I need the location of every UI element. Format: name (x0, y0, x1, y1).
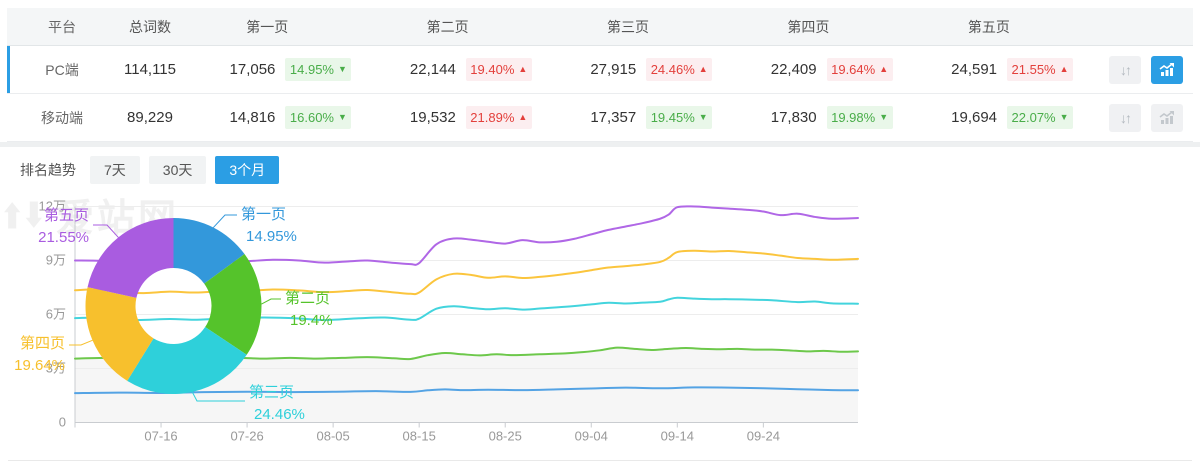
y-tick-label: 6万 (46, 307, 66, 322)
donut-label-name: 第一页 (241, 205, 286, 223)
sort-arrows-icon: ↓↑ (1120, 109, 1132, 126)
page4-change-badge: 19.98% ▼ (826, 106, 893, 129)
table-row-mobile[interactable]: 移动端 89,229 14,816 16.60% ▼ 19,532 21.89% ▲ 1… (7, 94, 1193, 142)
sort-compare-button[interactable]: ↓↑ (1109, 103, 1142, 132)
page5-count: 19,694 (951, 109, 998, 126)
donut-leader-line (93, 224, 119, 238)
y-tick-label: 12万 (39, 199, 66, 214)
donut-leader-line (69, 339, 93, 346)
page4-change-badge: 19.64% ▲ (826, 58, 893, 81)
trend-chart-button[interactable] (1151, 55, 1184, 84)
x-tick-label: 07-16 (144, 429, 177, 444)
page3-count: 17,357 (590, 109, 637, 126)
donut-label-percent: 19.4% (290, 312, 333, 329)
area-fill-green-line (75, 347, 858, 423)
page1-count: 17,056 (229, 61, 276, 78)
keyword-rank-table: 平台 总词数 第一页 第二页 第三页 第四页 第五页 PC端 114,115 1… (7, 8, 1193, 142)
donut-slice-2 (204, 254, 262, 355)
page3-change-badge: 19.45% ▼ (646, 106, 713, 129)
section-divider (0, 142, 1200, 147)
page4-count: 17,830 (770, 109, 817, 126)
sort-compare-button[interactable]: ↓↑ (1109, 55, 1142, 84)
chart-icon (1159, 110, 1175, 124)
sort-arrows-icon: ↓↑ (1120, 61, 1132, 78)
tab-30-days[interactable]: 30天 (148, 156, 207, 184)
trend-chart-button[interactable] (1151, 103, 1184, 132)
y-tick-label: 0 (59, 415, 66, 430)
donut-leader-line (191, 391, 245, 402)
page5-change-badge: 22.07% ▼ (1007, 106, 1074, 129)
donut-slice-5 (87, 218, 174, 298)
page2-count: 22,144 (409, 61, 456, 78)
table-header: 平台 总词数 第一页 第二页 第三页 第四页 第五页 (7, 8, 1193, 46)
line-series-cyan-line (74, 296, 859, 322)
col-header-total-words: 总词数 (129, 18, 171, 35)
trend-section-title: 排名趋势 (20, 162, 76, 178)
donut-label-percent: 14.95% (246, 228, 297, 245)
x-tick-label: 08-25 (489, 429, 522, 444)
donut-slice-4 (85, 287, 154, 381)
page3-count: 27,915 (590, 61, 637, 78)
col-header-page5: 第五页 (967, 18, 1010, 35)
page1-change-badge: 14.95% ▼ (285, 58, 352, 81)
page2-change-badge: 19.40% ▲ (465, 58, 532, 81)
donut-slice-1 (173, 218, 245, 284)
donut-leader-line (261, 298, 281, 305)
platform-label: PC端 (45, 61, 79, 78)
page4-count: 22,409 (770, 61, 817, 78)
page1-change-badge: 16.60% ▼ (285, 106, 352, 129)
donut-label-percent: 19.64% (14, 357, 65, 374)
donut-label-name: 第二页 (285, 289, 330, 307)
x-tick-label: 07-26 (230, 429, 263, 444)
col-header-page3: 第三页 (607, 18, 650, 35)
col-header-platform: 平台 (48, 18, 76, 35)
table-row-pc[interactable]: PC端 114,115 17,056 14.95% ▼ 22,144 19.40% ▲ … (7, 46, 1193, 94)
page1-count: 14,816 (229, 109, 276, 126)
page5-count: 24,591 (951, 61, 998, 78)
donut-label-name: 第五页 (44, 206, 89, 224)
page2-count: 19,532 (409, 109, 456, 126)
aizhan-logo-icon (4, 200, 42, 229)
tab-7-days[interactable]: 7天 (90, 156, 140, 184)
y-tick-label: 3万 (46, 361, 66, 376)
page5-change-badge: 21.55% ▲ (1007, 58, 1074, 81)
page3-change-badge: 24.46% ▲ (646, 58, 713, 81)
total-words-value: 114,115 (124, 61, 176, 78)
donut-leader-line (212, 214, 237, 228)
total-words-value: 89,229 (127, 109, 173, 126)
donut-label-percent: 24.46% (254, 406, 305, 423)
x-tick-label: 08-05 (317, 429, 350, 444)
x-tick-label: 08-15 (403, 429, 436, 444)
x-tick-label: 09-04 (575, 429, 608, 444)
donut-label-name: 第四页 (20, 334, 65, 352)
tab-3-months[interactable]: 3个月 (215, 156, 280, 184)
donut-slice-3 (127, 327, 247, 394)
x-tick-label: 09-24 (747, 429, 780, 444)
col-header-page1: 第一页 (246, 18, 289, 35)
page-distribution-donut-chart: 第一页 14.95% 第二页 19.4% 第三页 24.46% 第四页 19.64% 第五页 21… (14, 205, 333, 423)
x-tick-label: 09-14 (661, 429, 694, 444)
y-tick-label: 9万 (46, 253, 66, 268)
col-header-page2: 第二页 (426, 18, 469, 35)
panel-bottom-border (8, 460, 1192, 461)
platform-label: 移动端 (41, 109, 83, 126)
col-header-page4: 第四页 (787, 18, 830, 35)
line-series-green-line (74, 346, 859, 361)
trend-toolbar: 排名趋势 7天 30天 3个月 (0, 147, 1200, 187)
line-series-blue-line (74, 386, 859, 395)
donut-label-name: 第三页 (249, 383, 294, 401)
page2-change-badge: 21.89% ▲ (465, 106, 532, 129)
donut-label-percent: 21.55% (38, 229, 89, 246)
chart-icon (1159, 62, 1175, 76)
